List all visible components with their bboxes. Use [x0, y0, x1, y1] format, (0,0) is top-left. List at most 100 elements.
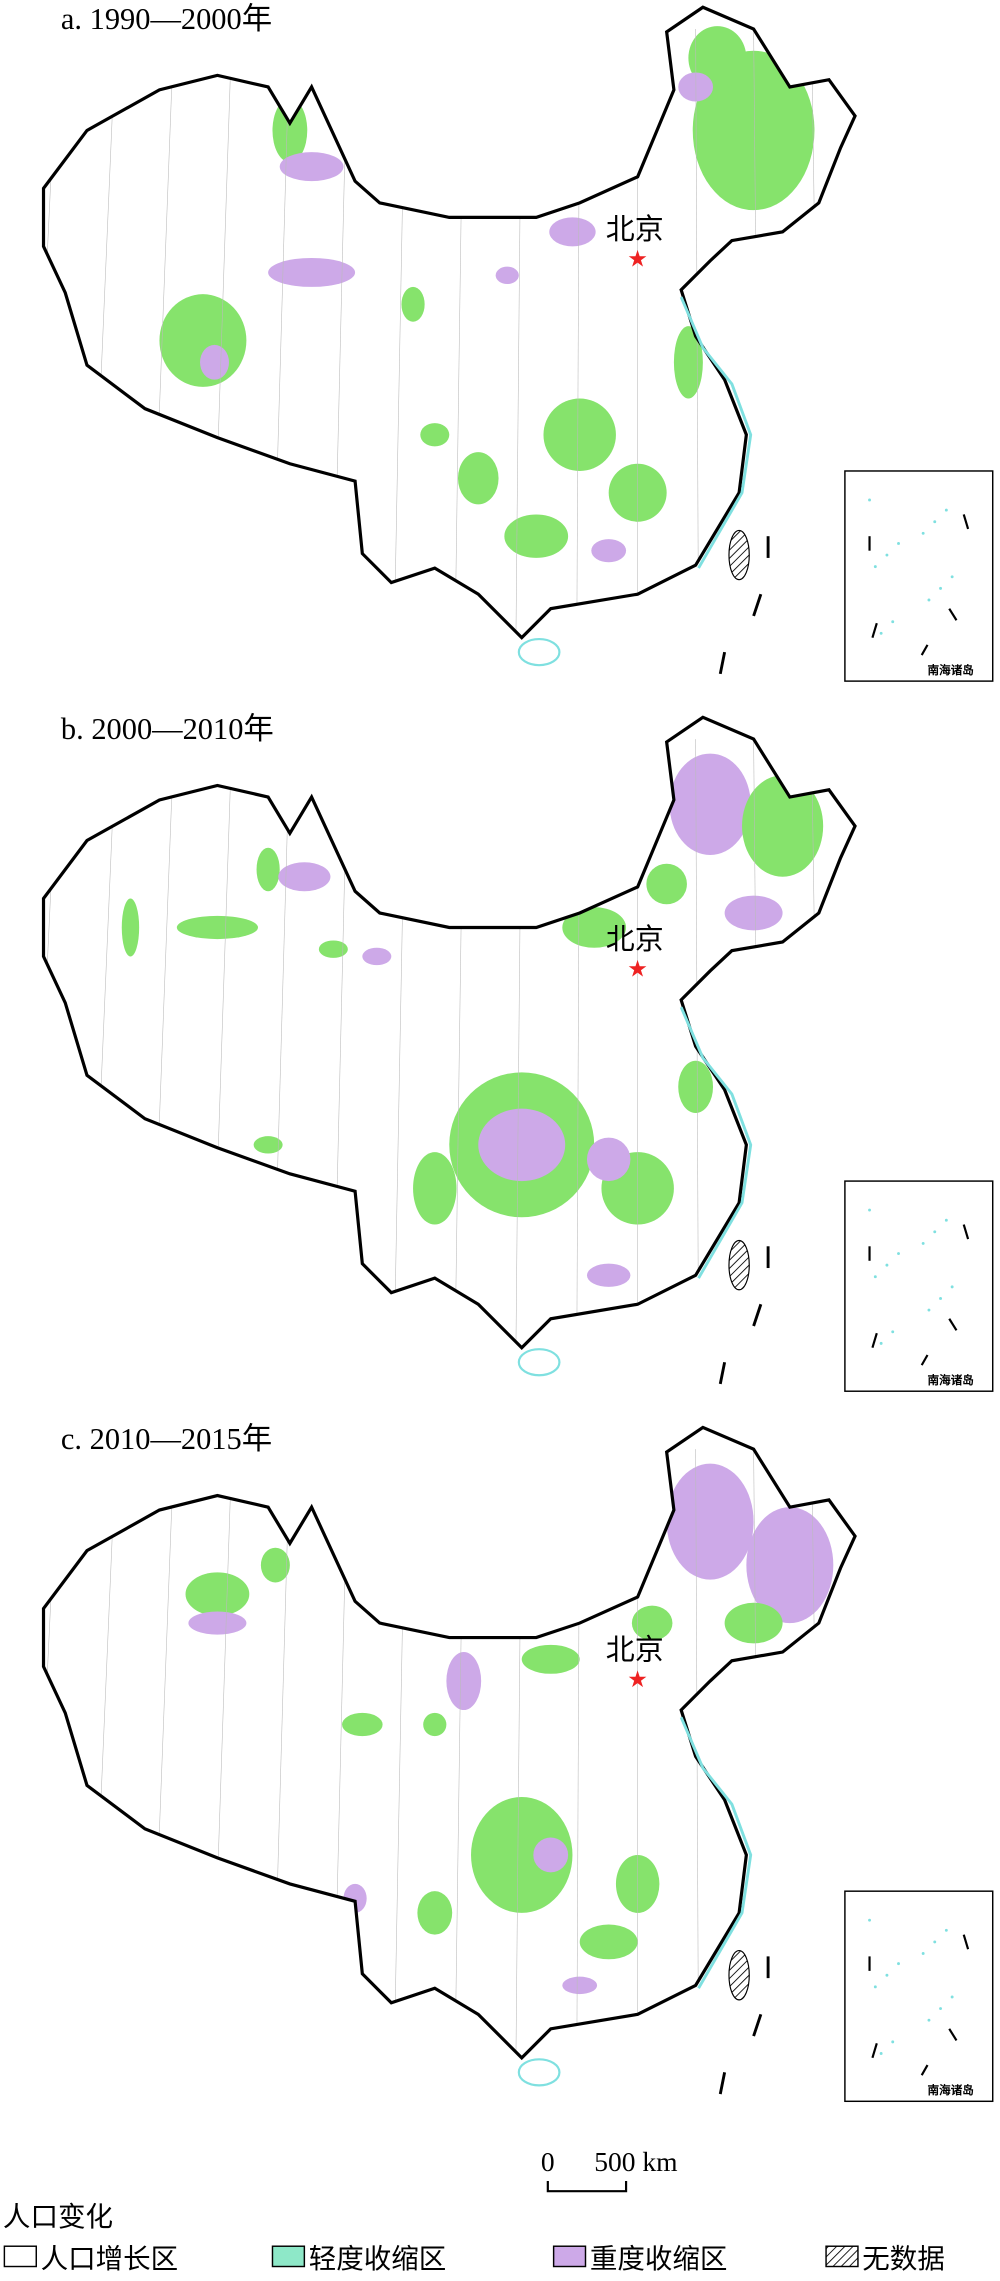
island	[944, 1928, 948, 1932]
inset-dash	[962, 1224, 970, 1240]
region	[401, 286, 425, 322]
inset-dash	[948, 608, 958, 621]
inset-dash	[920, 644, 929, 656]
dash-line	[718, 2072, 727, 2095]
region	[562, 907, 627, 948]
region	[417, 1891, 453, 1935]
region	[678, 1060, 714, 1113]
island	[868, 1918, 871, 1922]
region	[724, 895, 783, 931]
capital-label: 北京	[606, 922, 664, 956]
region	[188, 1611, 247, 1635]
inset-label: 南海诸岛	[928, 2083, 974, 2097]
scale-start: 0	[541, 2146, 555, 2177]
legend-swatch	[552, 2245, 587, 2268]
inset-dash	[962, 514, 970, 530]
island	[950, 1995, 954, 1999]
region	[579, 1924, 638, 1960]
region	[256, 847, 280, 892]
panel-title: b. 2000—2010年	[61, 712, 274, 746]
region	[272, 98, 308, 163]
island	[939, 586, 942, 590]
inset-dash	[871, 1332, 878, 1349]
hainan	[517, 1348, 561, 1377]
region	[176, 915, 258, 940]
island	[950, 575, 954, 579]
inset-dash	[871, 2043, 878, 2059]
inset-frame	[844, 1180, 994, 1392]
region	[666, 1463, 754, 1580]
coast	[679, 1716, 753, 1989]
island	[885, 1973, 889, 1977]
region	[646, 863, 687, 905]
island	[873, 1275, 877, 1279]
region	[278, 862, 331, 892]
dash-line	[752, 593, 763, 617]
island	[933, 1940, 937, 1944]
scale-bar	[546, 2181, 628, 2193]
boundary	[43, 739, 59, 1348]
island	[879, 2052, 883, 2055]
region	[746, 1507, 834, 1624]
island	[944, 508, 948, 512]
island	[885, 553, 889, 557]
inset-label: 南海诸岛	[928, 663, 974, 677]
region	[362, 947, 392, 966]
region	[279, 152, 344, 182]
region	[673, 326, 703, 399]
region	[692, 50, 815, 211]
island	[868, 1208, 871, 1212]
taiwan	[728, 1239, 750, 1291]
region	[495, 266, 519, 285]
region	[423, 1712, 447, 1737]
legend-swatch	[271, 2245, 306, 2268]
legend-label: 无数据	[862, 2243, 945, 2275]
island	[927, 598, 931, 602]
panel-title: a. 1990—2000年	[61, 2, 272, 36]
island	[933, 520, 937, 524]
island	[879, 631, 883, 635]
region	[543, 398, 616, 471]
island	[891, 620, 895, 624]
region	[342, 1712, 383, 1737]
inset-dash	[871, 622, 878, 638]
region	[457, 452, 499, 505]
island	[897, 541, 900, 545]
island	[950, 1285, 954, 1289]
island	[927, 1308, 931, 1312]
island	[873, 1985, 877, 1989]
island	[879, 1341, 883, 1345]
region	[471, 1796, 573, 1913]
legend-label: 轻度收缩区	[309, 2243, 447, 2275]
dash-line	[752, 2013, 763, 2037]
capital-star: ★	[627, 957, 648, 983]
region	[253, 1136, 283, 1154]
region	[742, 775, 824, 877]
region	[533, 1837, 569, 1873]
legend-label: 重度收缩区	[590, 2243, 728, 2275]
region	[591, 539, 627, 563]
island	[933, 1230, 937, 1234]
dash-line	[752, 1303, 763, 1327]
coast	[679, 296, 753, 569]
region	[586, 1263, 631, 1287]
region	[121, 898, 140, 957]
panel-title: c. 2010—2015年	[61, 1422, 272, 1456]
region	[549, 217, 596, 247]
region	[631, 1605, 673, 1641]
island	[891, 1330, 895, 1334]
region	[669, 753, 751, 856]
legend-swatch	[825, 2245, 859, 2268]
regions	[43, 739, 824, 1348]
inset-frame	[844, 1890, 994, 2103]
hainan	[517, 2058, 561, 2087]
scale-label: 500 km	[594, 2146, 677, 2177]
region	[420, 423, 450, 447]
island	[897, 1252, 900, 1255]
capital-label: 北京	[606, 1632, 664, 1666]
region	[268, 257, 356, 287]
island	[921, 1241, 925, 1245]
